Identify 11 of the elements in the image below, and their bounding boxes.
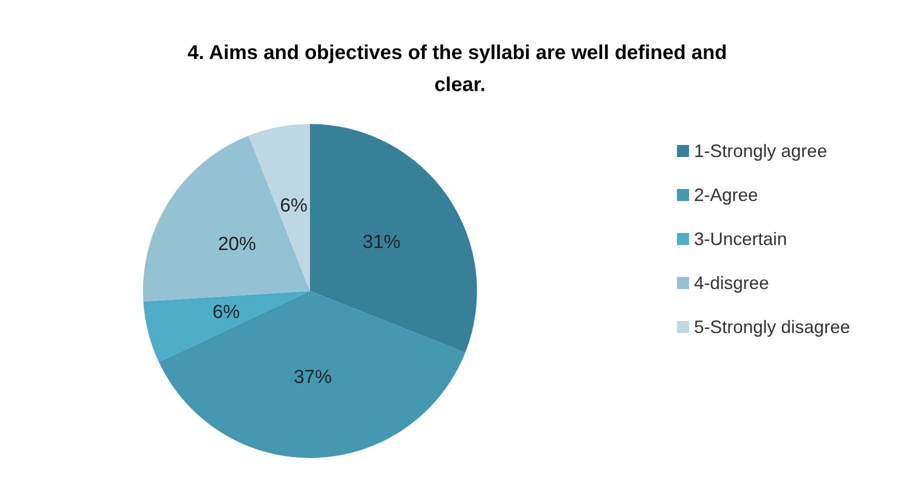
data-label: 37%: [294, 366, 332, 388]
data-label: 20%: [218, 234, 256, 256]
data-label: 6%: [280, 196, 308, 217]
legend-label: 2-Agree: [694, 185, 758, 205]
legend-label: 5-Strongly disagree: [694, 317, 850, 337]
data-label: 31%: [362, 232, 401, 253]
data-label: 6%: [212, 302, 240, 324]
legend-label: 3-Uncertain: [694, 229, 788, 249]
legend-label: 1-Strongly agree: [694, 141, 828, 161]
legend-label: 4-disgree: [694, 273, 770, 293]
chart-title: 4. Aims and objectives of the syllabi are well defined and clear.: [188, 42, 732, 96]
